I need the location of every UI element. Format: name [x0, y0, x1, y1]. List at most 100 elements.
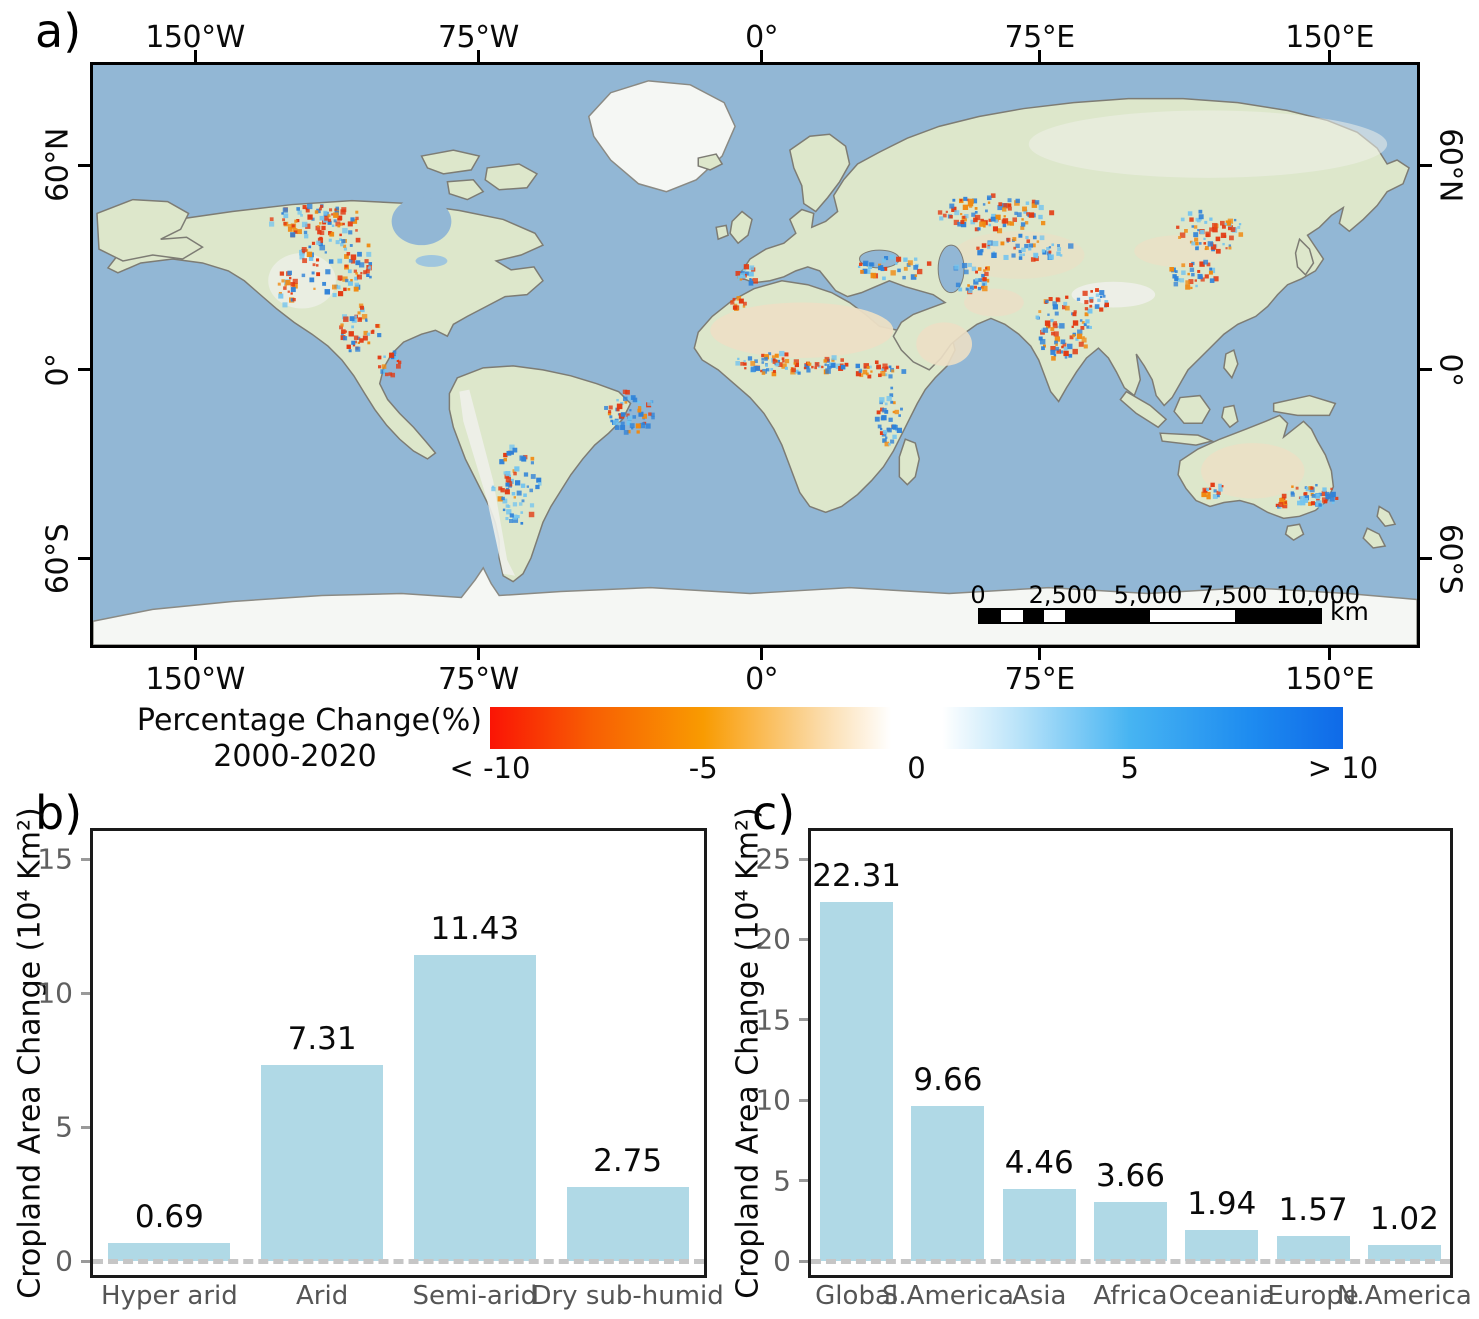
change-pixel	[761, 357, 765, 361]
y-tick-label-1: 5	[55, 1110, 73, 1144]
change-pixel	[1206, 262, 1211, 267]
change-pixel	[278, 291, 282, 296]
lat-tick-right-0	[1420, 163, 1432, 167]
change-pixel	[323, 210, 328, 215]
change-pixel	[1212, 222, 1218, 229]
change-pixel	[1053, 354, 1057, 357]
change-pixel	[955, 282, 961, 288]
change-pixel	[953, 219, 959, 226]
change-pixel	[988, 223, 992, 227]
change-pixel	[1208, 270, 1213, 275]
change-pixel	[1213, 276, 1219, 282]
change-pixel	[357, 251, 362, 257]
change-pixel	[1195, 284, 1198, 288]
change-pixel	[640, 404, 644, 409]
scale-bar-unit: km	[1330, 597, 1369, 626]
great-lakes	[415, 255, 448, 267]
change-pixel	[876, 410, 881, 415]
change-pixel	[1063, 301, 1068, 306]
change-pixel	[614, 425, 620, 430]
change-pixel	[1190, 286, 1193, 290]
change-pixel	[322, 281, 327, 286]
change-pixel	[277, 282, 281, 286]
change-pixel	[324, 289, 331, 295]
change-pixel	[926, 261, 932, 266]
change-pixel	[290, 282, 296, 287]
change-pixel	[1318, 503, 1322, 507]
change-pixel	[892, 434, 897, 440]
change-pixel	[1081, 337, 1087, 343]
change-pixel	[637, 408, 642, 413]
british-isles	[729, 210, 753, 245]
change-pixel	[1212, 494, 1218, 499]
change-pixel	[781, 357, 785, 361]
change-pixel	[888, 417, 893, 422]
change-pixel	[381, 364, 387, 369]
change-pixel	[348, 258, 353, 263]
change-pixel	[333, 212, 339, 218]
change-pixel	[1199, 275, 1203, 280]
change-pixel	[831, 355, 837, 361]
change-pixel	[364, 259, 369, 264]
change-pixel	[287, 270, 292, 276]
change-pixel	[982, 283, 986, 286]
y-tick-mark-0	[81, 1259, 90, 1263]
lon-tick-bottom-3	[1038, 648, 1042, 660]
lon-tick-top-2	[760, 50, 764, 62]
change-pixel	[982, 277, 987, 282]
bar-value-5: 1.57	[1278, 1191, 1348, 1228]
change-pixel	[296, 219, 300, 223]
australia-outback	[1200, 443, 1305, 499]
change-pixel	[1002, 218, 1009, 224]
change-pixel	[1228, 244, 1232, 247]
change-pixel	[358, 303, 364, 308]
change-pixel	[803, 366, 807, 370]
bar-chart-aridity-zones: 0 5 10 15 0.69 Hyper arid 7.31 Arid 11.43 Semi-ar…	[37, 828, 724, 1311]
change-pixel	[1021, 218, 1024, 221]
change-pixel	[505, 471, 511, 476]
change-pixel	[1055, 343, 1058, 346]
change-pixel	[890, 386, 894, 390]
change-pixel	[319, 215, 325, 221]
change-pixel	[1046, 247, 1050, 251]
bar-value-6: 1.02	[1369, 1200, 1439, 1237]
scale-label-4: 10,000	[1276, 581, 1360, 609]
new-zealand-south	[1362, 527, 1387, 549]
change-pixel	[900, 407, 903, 411]
change-pixel	[1310, 501, 1315, 506]
change-pixel	[506, 450, 512, 456]
change-pixel	[512, 517, 519, 523]
change-pixel	[302, 205, 307, 210]
change-pixel	[1042, 344, 1046, 348]
change-pixel	[627, 395, 633, 401]
bar-semi-arid	[413, 954, 536, 1261]
change-pixel	[896, 427, 903, 433]
change-pixel	[1050, 349, 1056, 355]
tasmania	[1284, 523, 1305, 541]
zero-baseline	[811, 1259, 1450, 1264]
change-pixel	[1204, 220, 1208, 224]
change-pixel	[980, 248, 984, 253]
change-pixel	[1079, 319, 1083, 322]
change-pixel	[1206, 488, 1210, 491]
change-pixel	[365, 319, 368, 322]
change-pixel	[623, 430, 629, 435]
change-pixel	[1097, 298, 1101, 302]
y-tick-label-2: 10	[755, 1083, 791, 1117]
change-pixel	[1199, 217, 1202, 221]
change-pixel	[1048, 250, 1052, 254]
change-pixel	[985, 267, 988, 270]
change-pixel	[1181, 263, 1186, 268]
change-pixel	[328, 231, 331, 234]
lat-label-right-2: 60°S	[1432, 523, 1468, 595]
change-pixel	[967, 262, 972, 268]
colorbar-title-line1: Percentage Change(%)	[136, 703, 482, 738]
colorbar-tick-1: -5	[688, 751, 718, 785]
colorbar-tick-3: 5	[1120, 751, 1139, 785]
change-pixel	[888, 365, 892, 369]
change-pixel	[497, 496, 503, 502]
change-pixel	[1089, 304, 1093, 308]
change-pixel	[384, 372, 389, 377]
change-pixel	[1076, 297, 1081, 301]
